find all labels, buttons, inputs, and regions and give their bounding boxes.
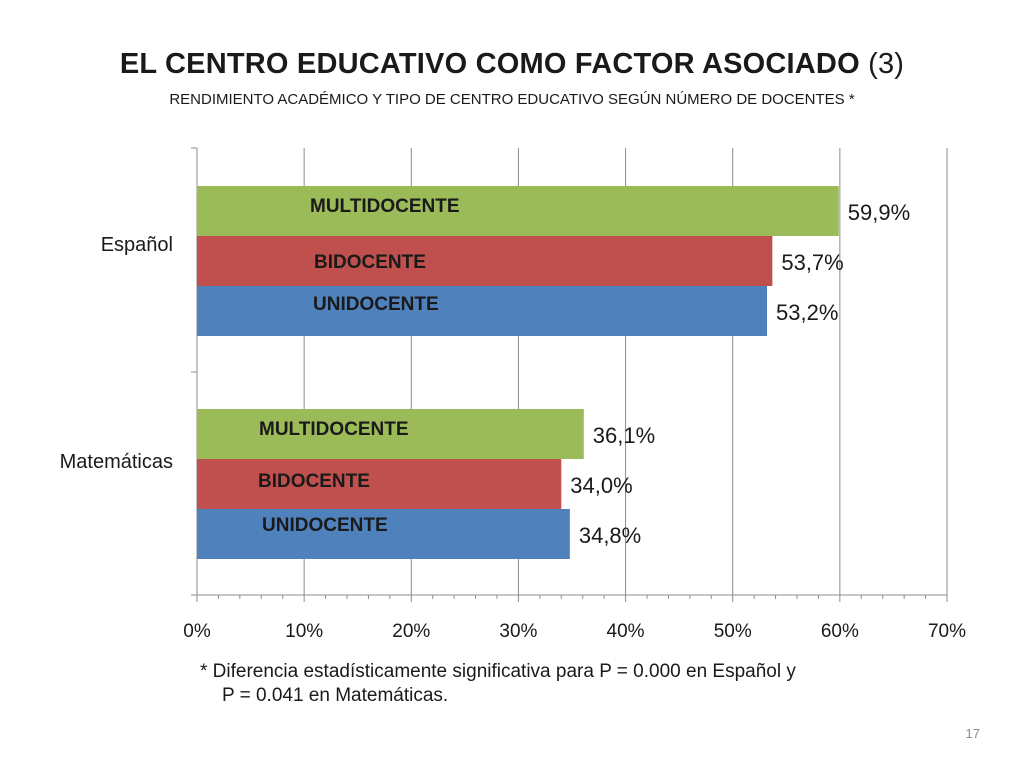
x-tick-label: 60% [821,621,859,642]
footnote: * Diferencia estadísticamente significat… [200,660,980,708]
bar [197,186,839,236]
data-label: 34,0% [570,473,632,498]
data-label: 34,8% [579,523,641,548]
x-tick-label: 30% [499,621,537,642]
title-suffix: (3) [868,48,905,80]
bar-series-name: BIDOCENTE [314,252,426,273]
footnote-line-1: * Diferencia estadísticamente significat… [200,661,796,682]
footnote-line-2: P = 0.041 en Matemáticas. [222,685,449,706]
bar-series-name: UNIDOCENTE [313,294,439,315]
bar [197,286,767,336]
bar-series-name: MULTIDOCENTE [310,196,460,217]
data-label: 53,2% [776,300,838,325]
data-label: 36,1% [593,423,655,448]
title-text: EL CENTRO EDUCATIVO COMO FACTOR ASOCIADO [119,48,860,80]
bar [197,409,584,459]
x-tick-label: 50% [714,621,752,642]
category-label: Matemáticas [60,451,173,473]
x-tick-label: 0% [183,621,211,642]
bar [197,236,773,286]
bar [197,509,570,559]
bar-series-name: MULTIDOCENTE [259,419,409,440]
bar-series-name: BIDOCENTE [258,471,370,492]
slide-title: EL CENTRO EDUCATIVO COMO FACTOR ASOCIADO… [0,48,1024,81]
category-label: Español [101,234,173,256]
x-tick-label: 20% [392,621,430,642]
x-tick-label: 70% [928,621,966,642]
x-tick-label: 40% [607,621,645,642]
data-label: 59,9% [848,200,910,225]
bar-series-name: UNIDOCENTE [262,515,388,536]
x-tick-label: 10% [285,621,323,642]
page-number: 17 [965,726,980,741]
slide-subtitle: RENDIMIENTO ACADÉMICO Y TIPO DE CENTRO E… [169,91,855,108]
data-label: 53,7% [781,250,843,275]
bar [197,459,562,509]
